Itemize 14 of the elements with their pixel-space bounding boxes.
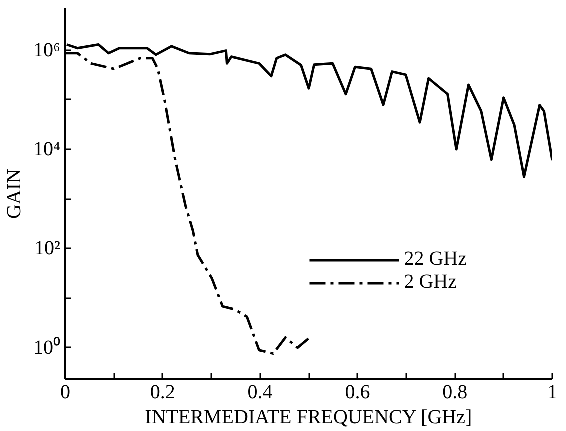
x-tick-label: 0.6 <box>345 382 370 404</box>
x-tick-label: 0.8 <box>442 382 468 404</box>
y-tick-label: 10⁶ <box>34 39 61 62</box>
y-axis-title: GAIN <box>4 168 26 219</box>
legend-label: 22 GHz <box>404 248 467 271</box>
x-tick-label: 1 <box>548 382 558 404</box>
y-tick-label: 10² <box>34 238 61 260</box>
x-tick-label: 0.2 <box>150 382 176 404</box>
y-tick-label: 10⁴ <box>34 138 61 161</box>
y-tick-label: 10⁰ <box>34 336 60 359</box>
x-tick-label: 0 <box>60 382 70 404</box>
x-axis-title: INTERMEDIATE FREQUENCY [GHz] <box>145 406 472 428</box>
legend-label: 2 GHz <box>404 271 457 294</box>
x-tick-label: 0.4 <box>248 382 273 404</box>
